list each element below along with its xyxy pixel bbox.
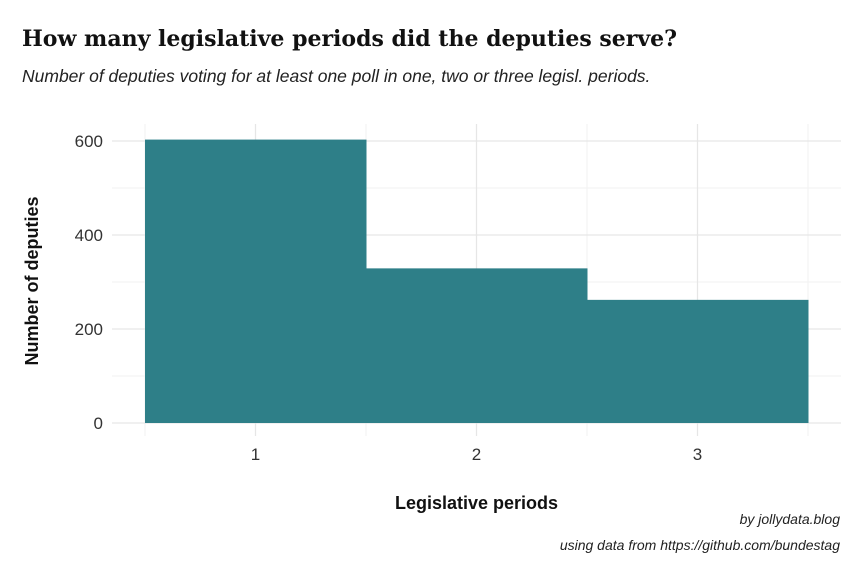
y-tick-label: 600 bbox=[75, 132, 103, 151]
y-tick-label: 0 bbox=[94, 414, 103, 433]
bar-period-1 bbox=[145, 139, 367, 423]
x-tick-label: 1 bbox=[251, 445, 260, 464]
caption-source: using data from https://github.com/bunde… bbox=[559, 537, 840, 553]
x-tick-label: 3 bbox=[693, 445, 702, 464]
bar-period-2 bbox=[366, 268, 588, 423]
y-axis-title: Number of deputies bbox=[22, 196, 42, 365]
x-axis-title: Legislative periods bbox=[395, 493, 558, 513]
chart-title: How many legislative periods did the dep… bbox=[22, 26, 678, 52]
y-tick-label: 400 bbox=[75, 226, 103, 245]
chart-subtitle: Number of deputies voting for at least o… bbox=[22, 66, 651, 86]
y-tick-label: 200 bbox=[75, 320, 103, 339]
x-tick-label: 2 bbox=[472, 445, 481, 464]
caption-credit: by jollydata.blog bbox=[739, 511, 840, 527]
bar-period-3 bbox=[587, 299, 809, 423]
